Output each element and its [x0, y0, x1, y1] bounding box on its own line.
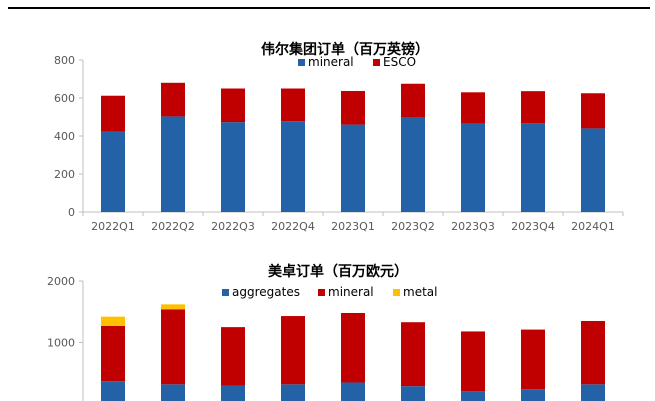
legend-swatch-mineral	[318, 289, 325, 296]
x-tick-label: 2023Q4	[511, 220, 555, 233]
bar-esco	[221, 88, 245, 123]
legend-swatch-aggregates	[222, 289, 229, 296]
bar-mineral	[581, 320, 605, 385]
bar-esco	[581, 93, 605, 129]
bar-aggregates	[281, 384, 305, 401]
bar-mineral	[521, 329, 545, 390]
bar-aggregates	[401, 386, 425, 401]
chart1-bars	[101, 82, 605, 212]
x-tick-label: 2022Q3	[211, 220, 255, 233]
x-tick-label: 2024Q1	[571, 220, 615, 233]
chart2-axes	[79, 280, 84, 401]
x-tick-label: 2022Q4	[271, 220, 315, 233]
chart2-bars	[101, 304, 605, 401]
bar-metal	[101, 316, 125, 326]
x-tick-label: 2023Q2	[391, 220, 435, 233]
legend-label-aggregates: aggregates	[232, 285, 300, 299]
y-tick-label: 400	[54, 130, 75, 143]
bar-esco	[161, 82, 185, 117]
y-tick-label: 1000	[47, 337, 75, 350]
chart1-legend: mineral ESCO	[298, 55, 416, 69]
legend-swatch-metal	[393, 289, 400, 296]
bar-mineral	[281, 316, 305, 385]
bar-mineral	[221, 327, 245, 386]
x-tick-label: 2022Q1	[91, 220, 135, 233]
y-tick-label: 600	[54, 92, 75, 105]
bar-mineral	[521, 123, 545, 212]
legend-label-mineral: mineral	[328, 285, 374, 299]
bar-mineral	[461, 123, 485, 212]
bar-aggregates	[101, 381, 125, 401]
bar-esco	[341, 90, 365, 125]
chart2-title: 美卓订单（百万欧元）	[268, 263, 408, 280]
x-tick-label: 2022Q2	[151, 220, 195, 233]
legend-swatch-mineral	[298, 59, 305, 66]
bar-mineral	[581, 128, 605, 212]
bar-esco	[401, 83, 425, 117]
y-tick-label: 0	[68, 206, 75, 219]
bar-mineral	[161, 116, 185, 212]
bar-esco	[281, 88, 305, 122]
y-tick-label: 2000	[47, 275, 75, 288]
legend-label-mineral: mineral	[308, 55, 354, 69]
bar-mineral	[281, 121, 305, 212]
top-rule	[8, 7, 650, 9]
chart1-title: 伟尔集团订单（百万英镑）	[261, 41, 429, 58]
bar-metal	[161, 304, 185, 310]
chart1-y-ticks: 0 200 400 600 800	[54, 54, 75, 219]
y-tick-label: 200	[54, 168, 75, 181]
chart2-y-ticks: 1000 2000	[47, 275, 75, 350]
bar-mineral	[341, 312, 365, 383]
bar-aggregates	[341, 382, 365, 401]
bar-mineral	[221, 122, 245, 212]
bar-aggregates	[521, 389, 545, 401]
x-tick-label: 2023Q3	[451, 220, 495, 233]
chart1-x-ticks: 2022Q1 2022Q2 2022Q3 2022Q4 2023Q1 2023Q2 2023…	[91, 220, 615, 233]
bar-mineral	[101, 325, 125, 382]
legend-swatch-esco	[373, 59, 380, 66]
bar-aggregates	[461, 391, 485, 401]
bar-mineral	[461, 331, 485, 392]
legend-label-metal: metal	[403, 285, 437, 299]
bar-esco	[461, 92, 485, 124]
bar-aggregates	[161, 384, 185, 401]
bar-mineral	[101, 131, 125, 212]
bar-aggregates	[581, 384, 605, 401]
bar-mineral	[401, 117, 425, 212]
x-tick-label: 2023Q1	[331, 220, 375, 233]
chart2-legend: aggregates mineral metal	[222, 285, 437, 299]
bar-esco	[521, 91, 545, 124]
bar-mineral	[401, 322, 425, 387]
bar-esco	[101, 95, 125, 132]
y-tick-label: 800	[54, 54, 75, 67]
bar-mineral	[341, 124, 365, 212]
legend-label-esco: ESCO	[383, 55, 416, 69]
bar-mineral	[161, 309, 185, 385]
bar-aggregates	[221, 385, 245, 401]
